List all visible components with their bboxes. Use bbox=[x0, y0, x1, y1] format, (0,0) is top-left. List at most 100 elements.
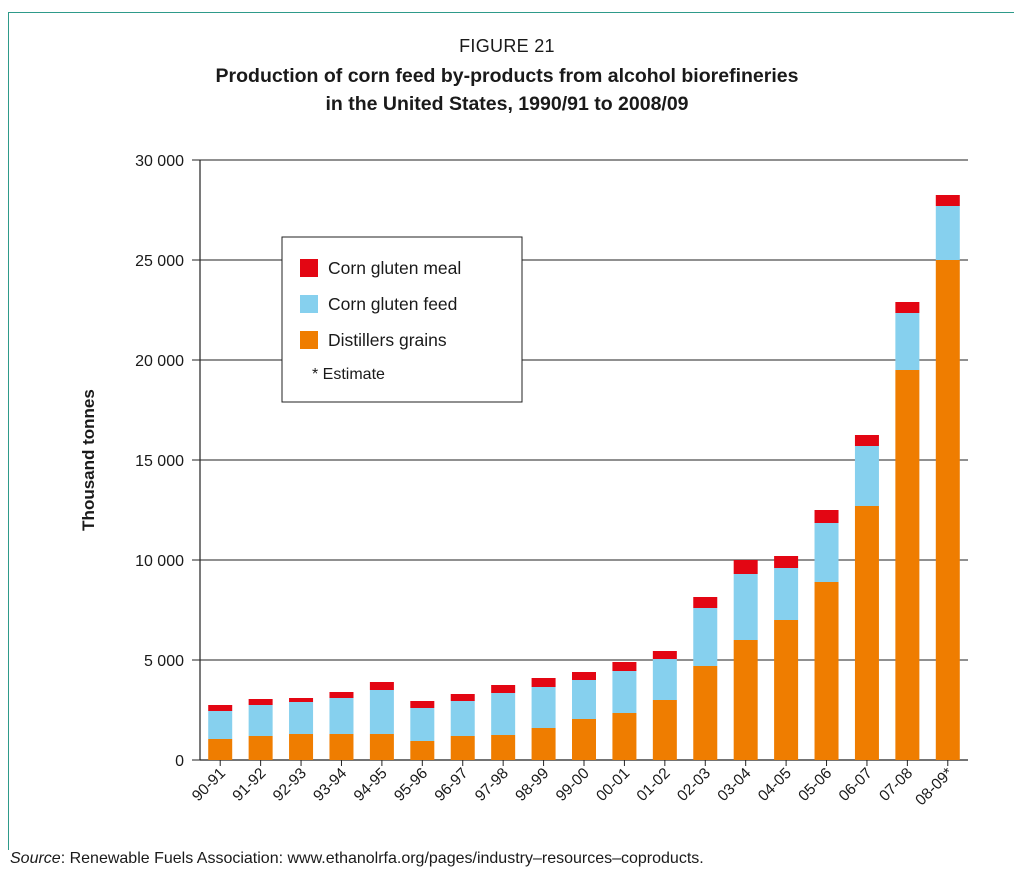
bar-segment-corn-gluten-feed bbox=[289, 702, 314, 734]
x-tick-label: 07-08 bbox=[876, 765, 916, 805]
figure-title-line-2: in the United States, 1990/91 to 2008/09 bbox=[325, 93, 689, 115]
bar-segment-distillers-grains bbox=[369, 734, 394, 760]
x-tick-label: 08-09* bbox=[912, 765, 956, 809]
bar-segment-corn-gluten-feed bbox=[895, 313, 920, 370]
bar-segment-distillers-grains bbox=[814, 582, 839, 760]
x-tick-label: 06-07 bbox=[836, 765, 876, 805]
y-tick-label: 5 000 bbox=[144, 653, 184, 670]
x-tick-label: 92-93 bbox=[270, 765, 310, 805]
bar-segment-corn-gluten-feed bbox=[450, 701, 475, 736]
legend-estimate-note: * Estimate bbox=[312, 366, 385, 383]
bar-segment-distillers-grains bbox=[572, 719, 596, 760]
bar-segment-corn-gluten-meal bbox=[693, 597, 718, 608]
bar-segment-corn-gluten-feed bbox=[693, 608, 718, 666]
bar-segment-corn-gluten-meal bbox=[854, 435, 879, 446]
y-tick-label: 30 000 bbox=[135, 153, 184, 170]
stacked-bar-chart: 0 5 000 10 000 15 000 20 000 25 000 30 000 Thou… bbox=[79, 153, 968, 809]
bar-segment-distillers-grains bbox=[935, 260, 960, 760]
legend-swatch-distillers-grains bbox=[300, 331, 318, 349]
x-tick-label: 91-92 bbox=[229, 765, 269, 805]
y-tick-label: 20 000 bbox=[135, 353, 184, 370]
bar-segment-distillers-grains bbox=[774, 620, 799, 760]
legend-swatch-corn-gluten-meal bbox=[300, 259, 318, 277]
bar-segment-corn-gluten-feed bbox=[733, 574, 758, 640]
bar-segment-corn-gluten-feed bbox=[935, 206, 960, 260]
bar-segment-corn-gluten-feed bbox=[410, 708, 435, 741]
bar-segment-corn-gluten-meal bbox=[652, 651, 677, 659]
x-tick-label: 90-91 bbox=[189, 765, 229, 805]
bar-segment-corn-gluten-meal bbox=[208, 705, 233, 711]
bar-segment-corn-gluten-feed bbox=[248, 705, 273, 736]
x-tick-label: 99-00 bbox=[553, 765, 593, 805]
source-prefix: Source bbox=[10, 850, 61, 867]
bar-segment-corn-gluten-meal bbox=[248, 699, 273, 705]
y-axis-label: Thousand tonnes bbox=[79, 389, 98, 531]
bar-segment-distillers-grains bbox=[895, 370, 920, 760]
bar-segment-corn-gluten-feed bbox=[572, 680, 596, 719]
figure-title: Production of corn feed by-products from… bbox=[0, 62, 1014, 118]
bar-segment-corn-gluten-meal bbox=[572, 672, 596, 680]
bar-segment-distillers-grains bbox=[289, 734, 314, 760]
bar-segment-corn-gluten-feed bbox=[491, 693, 516, 735]
legend-label-corn-gluten-feed: Corn gluten feed bbox=[328, 294, 457, 314]
bar-segment-corn-gluten-feed bbox=[814, 523, 839, 582]
legend-swatch-corn-gluten-feed bbox=[300, 295, 318, 313]
bar-segment-corn-gluten-meal bbox=[814, 510, 839, 523]
bar-segment-corn-gluten-feed bbox=[369, 690, 394, 734]
figure-label: FIGURE 21 bbox=[459, 36, 555, 56]
bar-segment-distillers-grains bbox=[854, 506, 879, 760]
bar-segment-distillers-grains bbox=[248, 736, 273, 760]
bar-segment-distillers-grains bbox=[612, 713, 637, 760]
bar-segment-corn-gluten-meal bbox=[410, 701, 435, 708]
bar-segment-corn-gluten-meal bbox=[450, 694, 475, 701]
x-tick-label: 96-97 bbox=[432, 765, 472, 805]
bar-segment-distillers-grains bbox=[733, 640, 758, 760]
x-tick-label: 01-02 bbox=[634, 765, 674, 805]
legend-box bbox=[281, 236, 523, 403]
bar-segment-distillers-grains bbox=[410, 741, 435, 760]
bar-segment-corn-gluten-meal bbox=[531, 678, 556, 687]
source-text: : Renewable Fuels Association: www.ethan… bbox=[60, 850, 704, 867]
bar-segment-corn-gluten-meal bbox=[612, 662, 637, 671]
bar-segment-distillers-grains bbox=[491, 735, 516, 760]
bar-segment-corn-gluten-feed bbox=[329, 698, 354, 734]
bar-segment-corn-gluten-meal bbox=[935, 195, 960, 206]
bar-segment-corn-gluten-feed bbox=[531, 687, 556, 728]
bar-segment-corn-gluten-feed bbox=[208, 711, 233, 739]
bar-segment-corn-gluten-feed bbox=[652, 659, 677, 700]
bar-segment-corn-gluten-meal bbox=[895, 302, 920, 313]
y-tick-label: 15 000 bbox=[135, 453, 184, 470]
legend-label-distillers-grains: Distillers grains bbox=[328, 330, 447, 350]
bar-segment-corn-gluten-feed bbox=[774, 568, 799, 620]
bar-segment-distillers-grains bbox=[450, 736, 475, 760]
y-tick-label: 25 000 bbox=[135, 253, 184, 270]
bar-segment-distillers-grains bbox=[531, 728, 556, 760]
x-tick-label: 04-05 bbox=[755, 765, 795, 805]
frame-left-border bbox=[8, 12, 9, 850]
bar-segment-corn-gluten-meal bbox=[329, 692, 354, 698]
bar-segment-corn-gluten-meal bbox=[774, 556, 799, 568]
bar-segment-distillers-grains bbox=[693, 666, 718, 760]
x-tick-label: 98-99 bbox=[512, 765, 552, 805]
figure-title-line-1: Production of corn feed by-products from… bbox=[215, 65, 799, 87]
x-tick-label: 00-01 bbox=[593, 765, 633, 805]
x-tick-label: 95-96 bbox=[391, 765, 431, 805]
bar-segment-corn-gluten-meal bbox=[491, 685, 516, 693]
bar-segment-distillers-grains bbox=[652, 700, 677, 760]
x-tick-label: 94-95 bbox=[351, 765, 391, 805]
y-tick-label: 0 bbox=[175, 753, 184, 770]
x-tick-label: 03-04 bbox=[714, 765, 754, 805]
bar-segment-corn-gluten-meal bbox=[289, 698, 314, 702]
bar-segment-corn-gluten-meal bbox=[733, 560, 758, 574]
x-tick-label: 02-03 bbox=[674, 765, 714, 805]
bar-segment-corn-gluten-feed bbox=[612, 671, 637, 713]
x-tick-label: 93-94 bbox=[310, 765, 350, 805]
bar-segment-corn-gluten-feed bbox=[854, 446, 879, 506]
x-tick-label: 05-06 bbox=[795, 765, 835, 805]
x-tick-label: 97-98 bbox=[472, 765, 512, 805]
source-note: Source: Renewable Fuels Association: www… bbox=[10, 850, 704, 868]
bar-segment-corn-gluten-meal bbox=[369, 682, 394, 690]
bar-segment-distillers-grains bbox=[329, 734, 354, 760]
y-tick-label: 10 000 bbox=[135, 553, 184, 570]
legend-label-corn-gluten-meal: Corn gluten meal bbox=[328, 258, 461, 278]
